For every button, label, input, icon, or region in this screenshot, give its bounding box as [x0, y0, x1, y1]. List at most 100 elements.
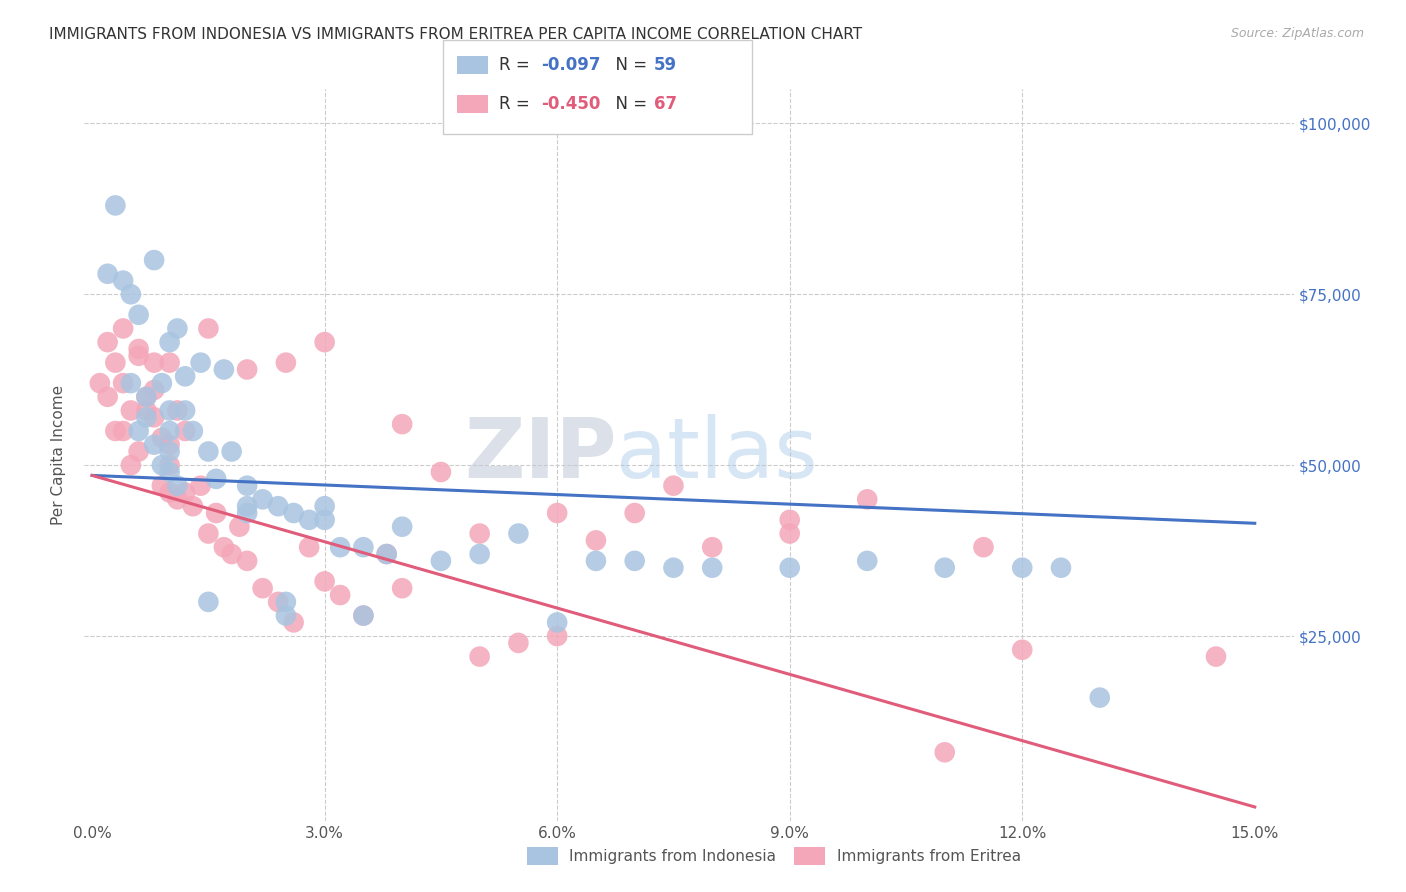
Point [623, 506, 645, 520]
Point [190, 478, 212, 492]
Point [391, 417, 413, 432]
Point [128, 444, 150, 458]
Text: IMMIGRANTS FROM INDONESIA VS IMMIGRANTS FROM ERITREA PER CAPITA INCOME CORRELATI: IMMIGRANTS FROM INDONESIA VS IMMIGRANTS … [49, 27, 862, 42]
Point [375, 547, 398, 561]
Point [97, 267, 120, 281]
Point [120, 376, 142, 391]
Point [274, 608, 297, 623]
Point [585, 554, 607, 568]
Point [174, 424, 197, 438]
Point [236, 478, 259, 492]
Point [212, 540, 235, 554]
Point [236, 554, 259, 568]
Point [236, 362, 259, 376]
Point [352, 540, 374, 554]
Point [221, 547, 243, 561]
Point [283, 615, 305, 630]
Y-axis label: Per Capita Income: Per Capita Income [51, 384, 66, 525]
Point [112, 376, 135, 391]
Text: 67: 67 [654, 95, 676, 113]
Point [197, 321, 219, 335]
Point [128, 349, 150, 363]
Point [391, 581, 413, 595]
Point [1011, 560, 1033, 574]
Point [662, 560, 685, 574]
Text: ZIP: ZIP [464, 415, 616, 495]
Point [159, 465, 181, 479]
Point [546, 506, 568, 520]
Point [546, 615, 568, 630]
Point [135, 410, 157, 425]
Point [97, 335, 120, 350]
Point [252, 581, 274, 595]
Point [135, 390, 157, 404]
Point [298, 540, 321, 554]
Point [97, 390, 120, 404]
Point [934, 745, 956, 759]
Point [662, 478, 685, 492]
Point [1050, 560, 1073, 574]
Point [112, 274, 135, 288]
Point [468, 649, 491, 664]
Point [181, 499, 204, 513]
Point [159, 485, 181, 500]
Point [236, 506, 259, 520]
Point [174, 403, 197, 417]
Point [166, 321, 188, 335]
Point [205, 506, 228, 520]
Point [972, 540, 994, 554]
Point [236, 499, 259, 513]
Point [779, 526, 801, 541]
Point [508, 636, 530, 650]
Point [143, 253, 166, 268]
Point [159, 458, 181, 472]
Point [143, 356, 166, 370]
Point [120, 403, 142, 417]
Point [181, 424, 204, 438]
Point [352, 608, 374, 623]
Point [1011, 642, 1033, 657]
Point [197, 444, 219, 458]
Point [298, 513, 321, 527]
Point [166, 492, 188, 507]
Point [104, 424, 127, 438]
Point [166, 403, 188, 417]
Text: N =: N = [605, 95, 652, 113]
Point [221, 444, 243, 458]
Point [112, 424, 135, 438]
Point [1088, 690, 1111, 705]
Point [159, 403, 181, 417]
Point [128, 342, 150, 356]
Text: R =: R = [499, 56, 536, 74]
Point [128, 308, 150, 322]
Point [274, 595, 297, 609]
Point [856, 492, 879, 507]
Text: -0.097: -0.097 [541, 56, 600, 74]
Point [197, 595, 219, 609]
Point [1205, 649, 1227, 664]
Text: Immigrants from Eritrea: Immigrants from Eritrea [837, 849, 1021, 863]
Point [779, 513, 801, 527]
Point [159, 424, 181, 438]
Point [468, 526, 491, 541]
Text: -0.450: -0.450 [541, 95, 600, 113]
Point [702, 540, 724, 554]
Point [112, 321, 135, 335]
Point [391, 519, 413, 533]
Point [104, 356, 127, 370]
Point [212, 362, 235, 376]
Point [314, 335, 336, 350]
Point [104, 198, 127, 212]
Point [174, 485, 197, 500]
Point [856, 554, 879, 568]
Point [623, 554, 645, 568]
Point [252, 492, 274, 507]
Text: atlas: atlas [616, 415, 818, 495]
Point [197, 526, 219, 541]
Point [150, 458, 173, 472]
Text: N =: N = [605, 56, 652, 74]
Point [228, 519, 250, 533]
Point [150, 478, 173, 492]
Point [128, 424, 150, 438]
Point [120, 287, 142, 301]
